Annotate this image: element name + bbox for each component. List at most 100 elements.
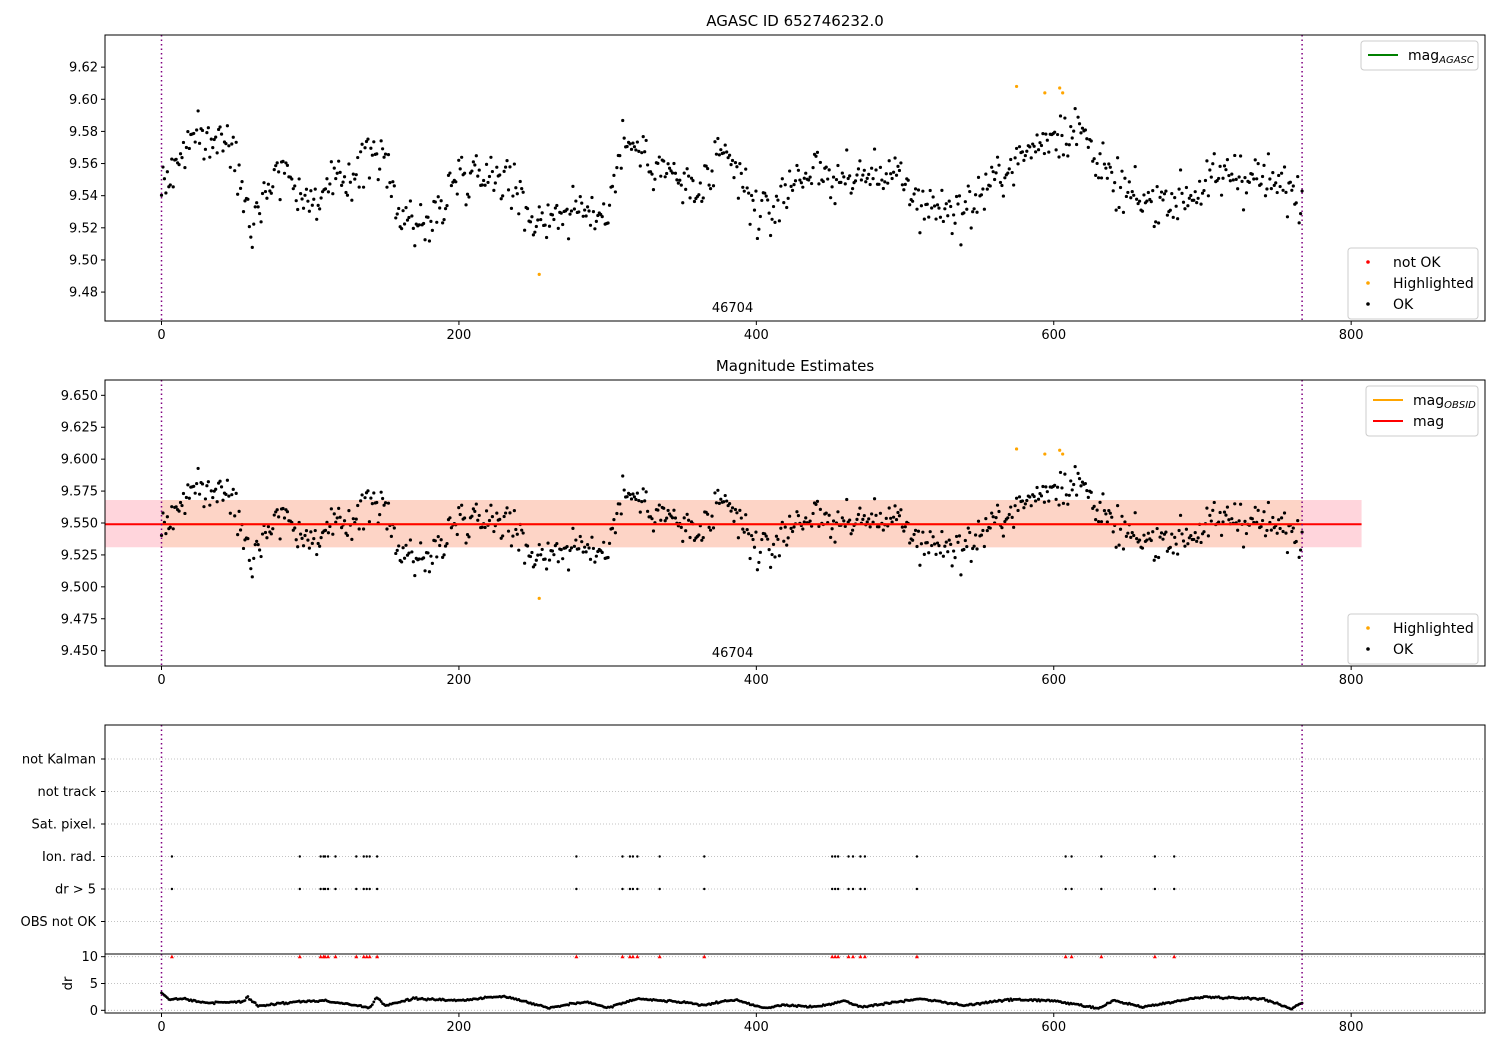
ok-point: [981, 528, 985, 533]
ok-point: [842, 175, 846, 179]
ok-point: [1238, 502, 1243, 506]
ok-point: [1072, 129, 1076, 133]
ok-point: [165, 170, 169, 174]
ok-point: [681, 539, 685, 543]
ok-point: [1211, 508, 1215, 512]
ok-point: [1055, 485, 1060, 489]
ok-point: [316, 203, 320, 207]
ok-point: [186, 129, 190, 134]
ok-point: [1121, 210, 1126, 214]
ok-point: [1132, 193, 1136, 197]
ok-point: [181, 140, 186, 145]
ok-point: [821, 179, 825, 184]
ok-point: [870, 512, 874, 516]
ok-point: [503, 165, 508, 169]
ok-point: [486, 180, 490, 185]
flag-point: [830, 855, 834, 858]
ok-point: [729, 163, 733, 167]
ok-point: [243, 199, 247, 203]
ok-point: [379, 490, 383, 494]
ok-point: [334, 176, 338, 181]
ok-point: [941, 554, 945, 558]
y-tick-label: 9.600: [61, 453, 98, 468]
ok-point: [1001, 534, 1006, 538]
ok-point: [606, 221, 610, 225]
ok-point: [1262, 510, 1266, 514]
legend-dot-marker: [1366, 302, 1370, 306]
ok-point: [332, 166, 336, 170]
ok-point: [648, 170, 653, 174]
ok-point: [1102, 162, 1107, 166]
ok-point: [550, 549, 555, 553]
ok-point: [843, 524, 847, 529]
ok-point: [1120, 514, 1124, 518]
ok-point: [489, 503, 493, 507]
ok-point: [871, 520, 875, 524]
ok-point: [665, 171, 669, 176]
dr-clipped-marker: [657, 954, 662, 959]
ok-point: [1230, 172, 1234, 176]
ok-point: [550, 213, 555, 217]
ok-point: [717, 153, 721, 157]
flag-point: [851, 887, 855, 891]
ok-point: [445, 204, 449, 208]
ok-point: [919, 204, 924, 208]
ok-point: [340, 183, 344, 187]
y-tick-label: 0: [90, 1004, 98, 1019]
ok-point: [808, 175, 812, 179]
ok-point: [178, 152, 183, 156]
ok-point: [969, 226, 973, 230]
x-tick-label: 400: [744, 673, 769, 688]
ok-point: [1001, 194, 1006, 198]
highlighted-point: [1014, 447, 1019, 451]
ok-point: [1069, 479, 1073, 483]
y-tick-label: 9.58: [69, 125, 98, 140]
ok-point: [208, 503, 212, 507]
ok-point: [918, 563, 922, 567]
flag-point: [323, 855, 327, 858]
ok-point: [833, 540, 837, 544]
ok-point: [1219, 533, 1224, 537]
ok-point: [1096, 176, 1101, 180]
ok-point: [651, 529, 656, 533]
ok-point: [994, 516, 998, 520]
ok-point: [196, 109, 200, 113]
ok-point: [471, 507, 475, 511]
ok-point: [256, 205, 260, 209]
ok-point: [378, 513, 382, 517]
ok-point: [511, 194, 515, 198]
ok-point: [1266, 152, 1271, 156]
ok-point: [307, 209, 311, 213]
ok-point: [973, 533, 978, 537]
ok-point: [1236, 187, 1240, 191]
x-tick-label: 800: [1339, 1020, 1364, 1035]
ok-point: [755, 236, 760, 241]
ok-point: [972, 207, 976, 211]
dr-clipped-marker: [323, 954, 328, 959]
ok-point: [659, 518, 663, 522]
ok-point: [258, 548, 262, 552]
ok-point: [572, 544, 577, 548]
ok-point: [600, 215, 604, 219]
ok-point: [638, 164, 642, 168]
ok-point: [490, 514, 495, 519]
ok-point: [918, 231, 922, 235]
ok-point: [1016, 508, 1020, 513]
ok-point: [348, 180, 352, 184]
ok-point: [369, 496, 373, 500]
ok-point: [1022, 506, 1026, 510]
ok-point: [313, 528, 317, 533]
ok-point: [628, 142, 632, 146]
ok-point: [1063, 472, 1067, 476]
ok-point: [338, 515, 342, 519]
ok-point: [840, 171, 844, 175]
ok-point: [1098, 500, 1102, 505]
x-tick-label: 200: [447, 673, 472, 688]
ok-point: [476, 174, 480, 178]
ok-point: [234, 140, 238, 144]
ok-point: [1016, 162, 1020, 166]
ok-point: [1023, 502, 1027, 506]
ok-point: [612, 173, 616, 177]
ok-point: [899, 508, 903, 512]
ok-point: [1023, 153, 1027, 158]
